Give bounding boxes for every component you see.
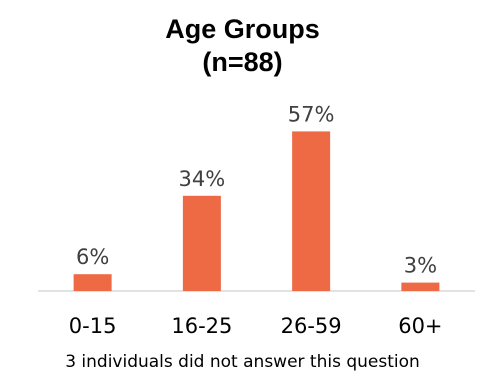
chart-title: Age Groups	[165, 14, 320, 44]
data-label-0-15: 6%	[76, 245, 109, 269]
bar-26-59	[292, 131, 331, 291]
bar-16-25	[182, 195, 221, 291]
chart-subtitle: (n=88)	[202, 47, 283, 77]
bar-0-15	[73, 274, 112, 291]
data-label-26-59: 57%	[288, 102, 335, 126]
x-tick-label-16-25: 16-25	[171, 314, 232, 338]
bar-60+	[401, 282, 440, 291]
x-tick-label-0-15: 0-15	[69, 314, 117, 338]
footnote: 3 individuals did not answer this questi…	[65, 352, 420, 372]
x-tick-label-60+: 60+	[398, 314, 442, 338]
data-label-60+: 3%	[404, 254, 437, 278]
data-label-16-25: 34%	[179, 167, 226, 191]
x-tick-label-26-59: 26-59	[281, 314, 342, 338]
